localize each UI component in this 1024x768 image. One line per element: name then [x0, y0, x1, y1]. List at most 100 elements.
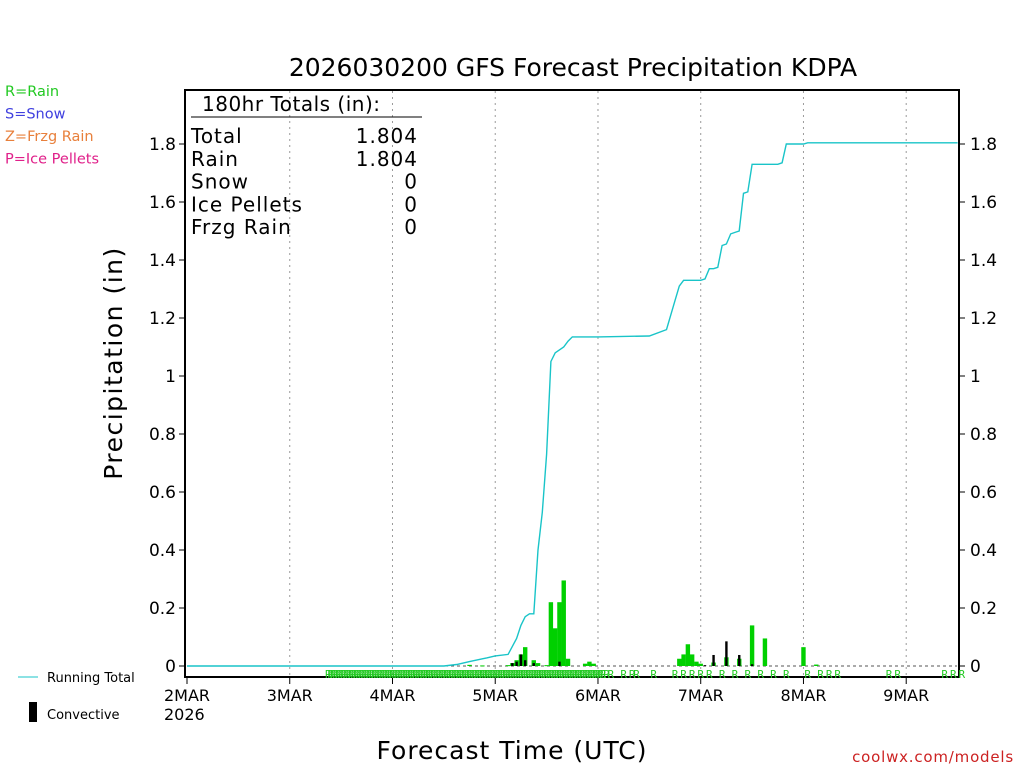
- rain-type-marker: R: [633, 668, 640, 681]
- y-tick-label-right: 0: [970, 657, 981, 677]
- rain-type-marker: R: [650, 668, 657, 681]
- precip-bar: [814, 664, 819, 666]
- rain-type-marker: R: [706, 668, 713, 681]
- rain-type-marker: R: [435, 668, 442, 681]
- grid-lines: [289, 91, 907, 676]
- rain-type-marker: R: [579, 668, 586, 681]
- rain-type-marker: R: [572, 668, 579, 681]
- type-legend-item: P=Ice Pellets: [5, 152, 99, 168]
- rain-type-marker: R: [343, 668, 350, 681]
- rain-type-marker: R: [566, 668, 573, 681]
- rain-type-marker: R: [433, 668, 440, 681]
- convective-bar: [738, 654, 741, 666]
- rain-type-marker: R: [425, 668, 432, 681]
- rain-type-marker: R: [451, 668, 458, 681]
- rain-type-marker: R: [548, 668, 555, 681]
- chart-title: 2026030200 GFS Forecast Precipitation KD…: [289, 53, 857, 82]
- precip-bar: [467, 664, 472, 666]
- rain-type-marker: R: [533, 668, 540, 681]
- rain-type-marker: R: [536, 668, 543, 681]
- rain-type-marker: R: [894, 668, 901, 681]
- rain-type-marker: R: [464, 668, 471, 681]
- rain-type-marker: R: [371, 668, 378, 681]
- y-tick-label-left: 0: [165, 657, 176, 677]
- rain-type-marker: R: [405, 668, 412, 681]
- y-tick-label-left: 1.2: [149, 309, 176, 329]
- y-tick-label-left: 1: [165, 367, 176, 387]
- precip-bar: [565, 658, 571, 666]
- convective-bar: [750, 664, 754, 666]
- convective-legend-label: Convective: [47, 708, 120, 723]
- rain-type-marker: R: [530, 668, 537, 681]
- rain-type-marker: R: [620, 668, 627, 681]
- rain-type-marker: R: [556, 668, 563, 681]
- rain-type-marker: R: [363, 668, 370, 681]
- precip-bar: [762, 638, 768, 666]
- convective-bar: [511, 663, 514, 666]
- rain-type-marker: R: [546, 668, 553, 681]
- rain-type-marker: R: [817, 668, 824, 681]
- rain-type-marker: R: [574, 668, 581, 681]
- precip-bar: [749, 625, 755, 666]
- rain-type-marker: R: [554, 668, 561, 681]
- rain-type-marker: R: [417, 668, 424, 681]
- precip-bar: [681, 654, 686, 666]
- rain-type-marker: R: [515, 668, 522, 681]
- rain-type-marker: R: [353, 668, 360, 681]
- rain-type-marker: R: [597, 668, 604, 681]
- rain-type-marker: R: [543, 668, 550, 681]
- rain-type-marker: R: [494, 668, 501, 681]
- rain-type-marker: R: [428, 668, 435, 681]
- plot-frame: [184, 89, 960, 678]
- rain-type-marker: R: [941, 668, 948, 681]
- y-tick-label-right: 1.8: [970, 135, 997, 155]
- rain-type-marker: R: [356, 668, 363, 681]
- precip-type-legend: R=Rain S=Snow Z=Frzg Rain P=Ice Pellets: [5, 84, 99, 168]
- convective-legend-swatch: [29, 702, 37, 722]
- totals-rows: Total 1.804 Rain 1.804 Snow 0 Ice Pellets 0 Frzg…: [190, 124, 418, 239]
- rain-type-marker: R: [340, 668, 347, 681]
- rain-type-marker: R: [950, 668, 957, 681]
- rain-type-marker: R: [518, 668, 525, 681]
- x-tick-label-8mar: 8MAR: [780, 686, 826, 705]
- convective-bar: [712, 654, 715, 666]
- rain-type-marker: R: [387, 668, 394, 681]
- rain-type-marker: R: [338, 668, 345, 681]
- rain-type-marker: R: [394, 668, 401, 681]
- totals-row-value: 1.804: [356, 147, 418, 171]
- rain-type-marker: R: [595, 668, 602, 681]
- precip-type-markers: RRRRRRRRRRRRRRRRRRRRRRRRRRRRRRRRRRRRRRRR…: [325, 668, 966, 681]
- rain-type-marker: R: [672, 668, 679, 681]
- precip-bar: [522, 647, 528, 666]
- precip-bar: [582, 663, 588, 666]
- rain-type-marker: R: [441, 668, 448, 681]
- x-year-label: 2026: [164, 705, 205, 724]
- rain-type-marker: R: [512, 668, 519, 681]
- rain-type-marker: R: [804, 668, 811, 681]
- precip-bar: [698, 663, 703, 666]
- rain-type-marker: R: [689, 668, 696, 681]
- precip-bar: [694, 661, 699, 666]
- rain-type-marker: R: [402, 668, 409, 681]
- precip-bar: [689, 654, 695, 666]
- rain-type-marker: R: [719, 668, 726, 681]
- rain-type-marker: R: [826, 668, 833, 681]
- precip-bar: [535, 663, 541, 666]
- y-tick-label-left: 0.2: [149, 599, 176, 619]
- rain-type-marker: R: [757, 668, 764, 681]
- rain-type-marker: R: [783, 668, 790, 681]
- y-axis-label: Precipitation (in): [99, 246, 128, 480]
- rain-type-marker: R: [587, 668, 594, 681]
- rain-type-marker: R: [582, 668, 589, 681]
- y-tick-label-left: 1.6: [149, 193, 176, 213]
- precip-bar: [561, 580, 566, 666]
- rain-type-marker: R: [561, 668, 568, 681]
- rain-type-marker: R: [333, 668, 340, 681]
- y-axis-ticks: 0 00.2 0.20.4 0.40.6 0.60.8 0.81 11.2 1.21.4 1.4…: [149, 135, 997, 677]
- y-tick-label-right: 0.4: [970, 541, 997, 561]
- rain-type-marker: R: [680, 668, 687, 681]
- convective-bar: [725, 641, 728, 666]
- rain-type-marker: R: [328, 668, 335, 681]
- rain-type-marker: R: [325, 668, 332, 681]
- rain-type-marker: R: [744, 668, 751, 681]
